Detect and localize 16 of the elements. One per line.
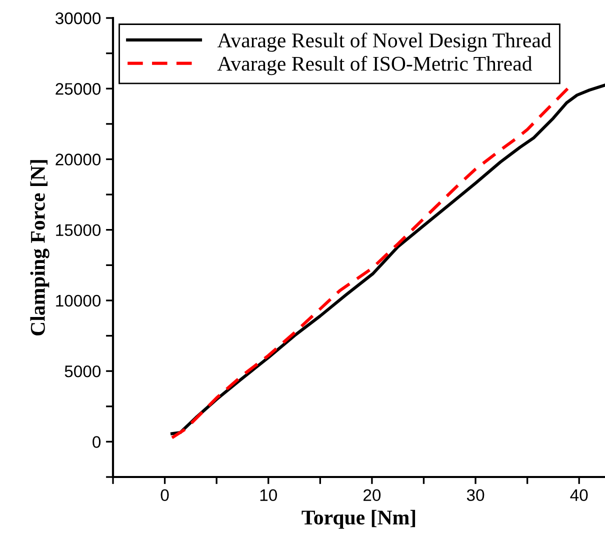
x-tick-label: 0 [160,489,169,502]
y-axis-title: Clamping Force [N] [30,160,50,336]
legend-label: Avarage Result of Novel Design Thread [217,32,552,52]
x-tick-label: 20 [364,489,381,502]
y-tick-label: 5000 [64,365,101,378]
x-axis-title: Torque [Nm] [302,510,416,529]
legend-label: Avarage Result of ISO-Metric Thread [217,56,532,76]
x-tick-label: 30 [466,489,484,502]
y-tick-label: 20000 [56,154,101,166]
y-tick-label: 25000 [56,83,101,95]
x-tick-label: 10 [260,489,277,502]
y-tick-label: 10000 [56,294,101,307]
y-tick-label: 30000 [55,12,101,24]
y-tick-label: 0 [92,436,101,448]
y-tick-label: 15000 [56,224,101,236]
x-tick-label: 40 [570,489,588,502]
